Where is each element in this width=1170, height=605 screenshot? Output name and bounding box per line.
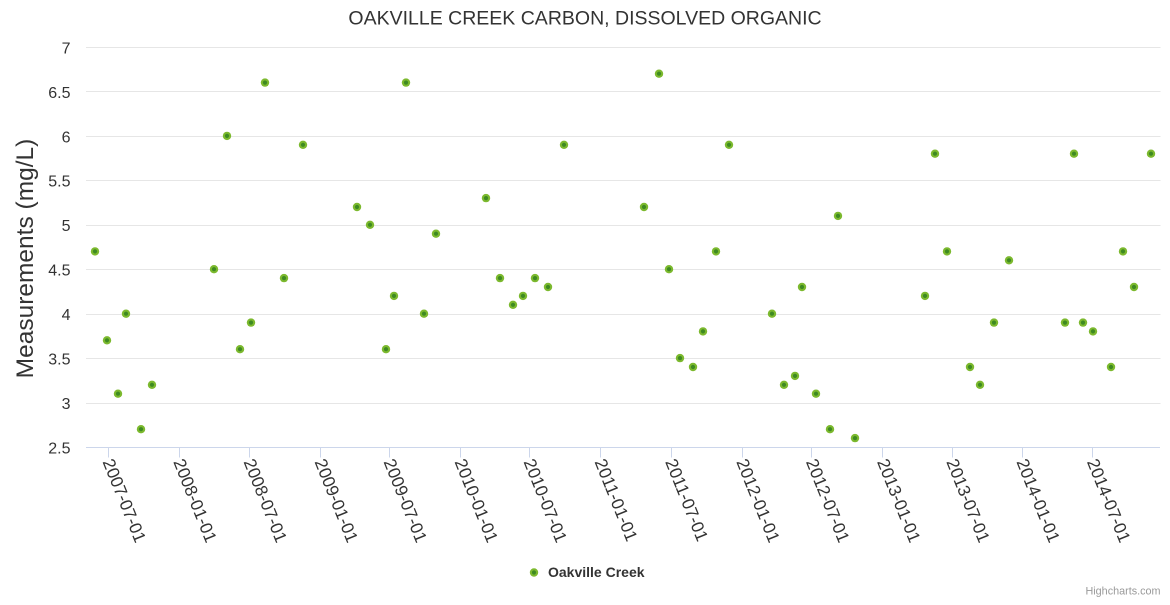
svg-text:Highcharts.com: Highcharts.com <box>1085 586 1160 598</box>
svg-text:4: 4 <box>62 307 71 324</box>
svg-text:OAKVILLE CREEK CARBON, DISSOLV: OAKVILLE CREEK CARBON, DISSOLVED ORGANIC <box>348 8 821 30</box>
svg-text:4.5: 4.5 <box>48 263 70 280</box>
svg-text:6.5: 6.5 <box>48 85 70 102</box>
svg-text:Measurements (mg/L): Measurements (mg/L) <box>12 139 39 379</box>
svg-text:5.5: 5.5 <box>48 174 70 191</box>
svg-text:7: 7 <box>62 40 71 57</box>
svg-text:3: 3 <box>62 396 71 413</box>
svg-text:Oakville Creek: Oakville Creek <box>548 564 645 580</box>
svg-text:2.5: 2.5 <box>48 440 70 457</box>
svg-text:3.5: 3.5 <box>48 352 70 369</box>
svg-text:5: 5 <box>62 218 71 235</box>
svg-text:6: 6 <box>62 129 71 146</box>
